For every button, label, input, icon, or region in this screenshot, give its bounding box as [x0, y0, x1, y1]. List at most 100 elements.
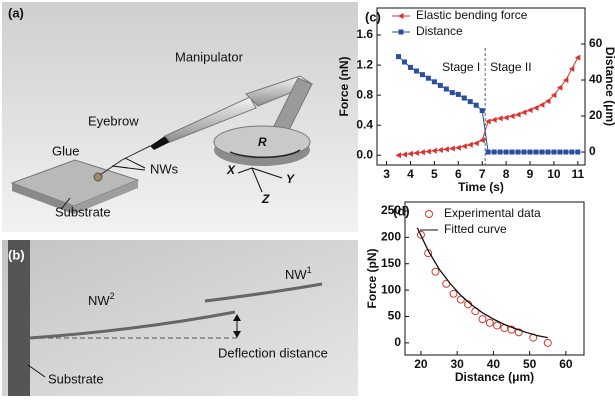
marker — [521, 149, 527, 155]
substrate-leader — [27, 364, 46, 378]
nws-leader — [111, 165, 146, 171]
manipulator-tip — [150, 136, 170, 150]
marker — [478, 315, 487, 324]
legend-label: Fitted curve — [444, 222, 507, 236]
marker — [569, 149, 575, 155]
marker — [449, 90, 455, 96]
eyebrow-label: Eyebrow — [88, 113, 139, 128]
legend-label: Elastic bending force — [416, 8, 528, 22]
marker — [527, 107, 533, 114]
marker — [419, 149, 425, 156]
marker — [425, 210, 433, 218]
marker — [543, 338, 552, 347]
marker — [538, 101, 545, 108]
nanowire — [99, 159, 123, 176]
arrow-head — [233, 331, 241, 338]
annotation: Stage II — [490, 60, 531, 74]
marker — [556, 84, 563, 91]
manipulator-body — [164, 96, 257, 143]
marker — [479, 108, 485, 114]
marker — [515, 111, 521, 118]
nw1-label: NW1 — [285, 265, 312, 282]
marker — [509, 113, 515, 120]
marker — [557, 149, 563, 155]
marker — [575, 149, 581, 155]
y-axis-label: Force (pN) — [365, 248, 379, 308]
rotation-label: R — [258, 135, 267, 149]
marker — [521, 109, 527, 116]
y-tick-label: 100 — [381, 282, 401, 296]
substrate-front — [74, 180, 138, 214]
marker — [443, 146, 449, 153]
marker — [396, 54, 402, 60]
marker — [539, 149, 545, 155]
marker — [401, 151, 407, 158]
substrate-side — [12, 183, 74, 214]
marker — [551, 149, 557, 155]
marker — [461, 143, 467, 150]
y-axis-arrow — [251, 167, 283, 179]
x-tick-label: 40 — [487, 357, 501, 371]
x-tick-label: 20 — [414, 357, 428, 371]
nw2-label: NW2 — [88, 291, 115, 308]
marker — [449, 289, 458, 298]
nw2-text: NW — [88, 293, 110, 308]
panel-label: (a) — [8, 5, 24, 20]
plot-frame — [404, 201, 585, 356]
x-tick-label: 4 — [407, 167, 414, 181]
marker — [398, 29, 404, 35]
z-label: Z — [261, 192, 270, 206]
nw1-text: NW — [285, 267, 307, 282]
y-tick-label: 200 — [381, 230, 401, 244]
x-tick-label: 5 — [431, 167, 438, 181]
panel-label: (b) — [8, 247, 25, 262]
marker — [532, 104, 539, 111]
nanowire-1 — [204, 282, 323, 303]
x-tick-label: 8 — [503, 167, 510, 181]
panel-b: (b) NW1 NW2 Deflection distance Substrat… — [2, 240, 358, 396]
nanowire-2 — [29, 310, 236, 340]
panel-a: (a) Manipulator Eyebrow Glue NWs Substra… — [2, 2, 358, 232]
x-tick-label: 50 — [523, 357, 537, 371]
marker — [550, 92, 557, 99]
marker — [437, 82, 443, 88]
x-axis-label: Time (s) — [458, 180, 504, 194]
y-tick-label: 0 — [394, 335, 401, 349]
y2-axis-label: Distance (μm) — [603, 47, 615, 126]
marker — [533, 149, 539, 155]
marker — [455, 91, 461, 97]
substrate-label: Substrate — [55, 204, 111, 219]
marker — [413, 68, 419, 74]
marker — [431, 79, 437, 85]
y-tick-label: 150 — [381, 256, 401, 270]
x-tick-label: 9 — [527, 167, 534, 181]
deflection-label: Deflection distance — [218, 345, 328, 360]
marker — [398, 13, 404, 19]
marker — [443, 86, 449, 92]
marker — [473, 102, 479, 108]
marker — [527, 149, 533, 155]
x-tick-label: 11 — [571, 167, 584, 181]
marker — [509, 149, 515, 155]
marker — [485, 149, 491, 155]
chart: (d) 20 30 40 50 60 0 50 100 150 200 250 Distance (μm… — [365, 201, 585, 384]
marker — [491, 149, 497, 155]
marker — [461, 95, 467, 101]
marker — [413, 149, 419, 156]
marker — [479, 137, 485, 144]
marker — [485, 118, 491, 125]
marker — [491, 116, 497, 123]
y-tick-label: 0.8 — [356, 87, 373, 101]
substrate-wall — [8, 240, 30, 396]
marker — [507, 325, 516, 334]
marker — [395, 152, 402, 159]
marker — [514, 328, 523, 337]
marker — [562, 77, 569, 84]
x-tick-label: 7 — [479, 167, 486, 181]
nw1-sup: 1 — [307, 265, 312, 275]
nw2-sup: 2 — [110, 291, 115, 301]
marker — [574, 54, 581, 61]
marker — [407, 64, 413, 70]
marker — [419, 72, 425, 78]
